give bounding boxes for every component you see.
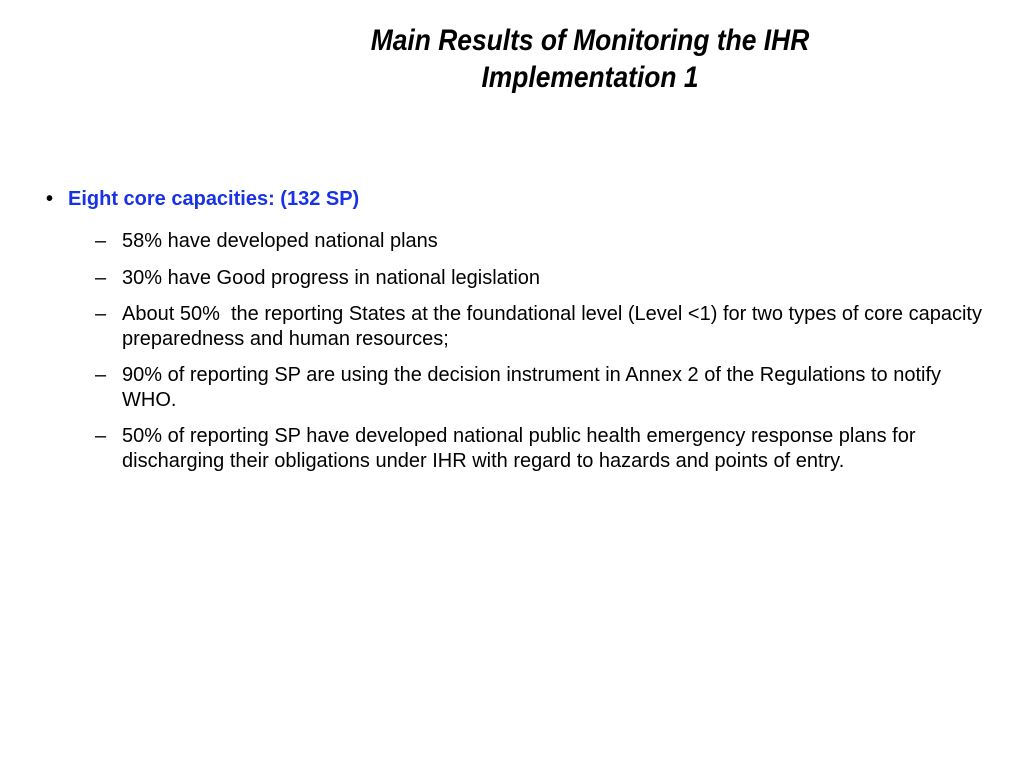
list-item: – About 50% the reporting States at the … bbox=[40, 302, 990, 351]
dash-icon: – bbox=[95, 303, 107, 325]
list-item-text: About 50% the reporting States at the fo… bbox=[122, 303, 988, 350]
list-item: – 58% have developed national plans bbox=[40, 229, 990, 254]
list-item-text: 30% have Good progress in national legis… bbox=[122, 266, 541, 289]
dash-icon: – bbox=[95, 425, 107, 447]
list-item: – 30% have Good progress in national leg… bbox=[40, 266, 990, 291]
bullet-heading-label: Eight core capacities: (132 SP) bbox=[68, 188, 360, 210]
dash-icon: – bbox=[95, 364, 107, 386]
bullet-dot-icon: • bbox=[46, 188, 54, 210]
list-item-text: 58% have developed national plans bbox=[122, 230, 438, 252]
slide-title-line-1: Main Results of Monitoring the IHR bbox=[370, 24, 810, 57]
list-item: – 50% of reporting SP have developed nat… bbox=[40, 424, 990, 473]
dash-icon: – bbox=[95, 230, 107, 252]
list-item-text: 90% of reporting SP are using the decisi… bbox=[122, 364, 947, 411]
sub-bullet-list: – 58% have developed national plans – 30… bbox=[40, 229, 990, 473]
list-item-text: 50% of reporting SP have developed natio… bbox=[122, 425, 922, 472]
slide-body: • Eight core capacities: (132 SP) – 58% … bbox=[40, 186, 990, 473]
list-item: – 90% of reporting SP are using the deci… bbox=[40, 363, 990, 412]
slide-title: Main Results of Monitoring the IHR Imple… bbox=[229, 22, 951, 96]
slide-title-line-2: Implementation 1 bbox=[481, 61, 699, 94]
bullet-heading-core-capacities: • Eight core capacities: (132 SP) bbox=[40, 186, 990, 212]
dash-icon: – bbox=[95, 266, 107, 289]
